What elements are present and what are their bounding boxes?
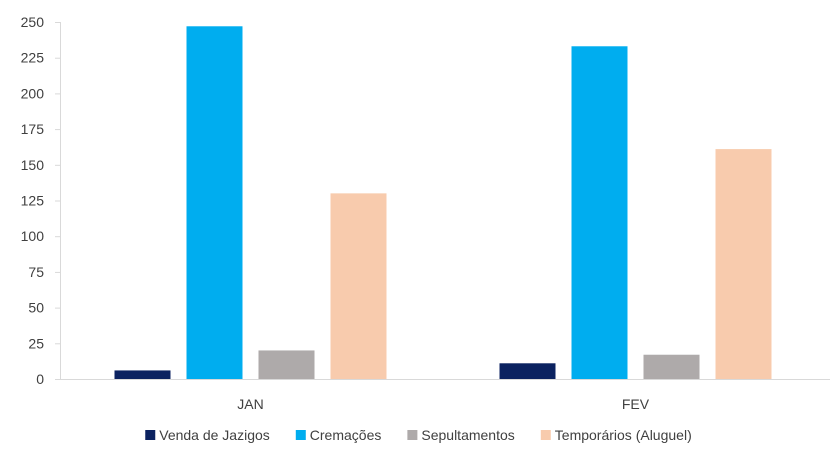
y-tick-label: 200 bbox=[21, 85, 45, 101]
x-category-label: FEV bbox=[622, 396, 650, 412]
y-tick-label: 250 bbox=[21, 14, 45, 30]
x-axis-category-labels: JAN FEV bbox=[237, 396, 649, 412]
y-tick-label: 125 bbox=[21, 193, 45, 209]
bar-tempor-rios-aluguel-fev bbox=[715, 149, 772, 379]
legend-item-venda-de-jazigos: Venda de Jazigos bbox=[145, 427, 270, 443]
y-axis-ticks bbox=[55, 22, 60, 380]
legend-swatch bbox=[407, 430, 418, 440]
y-tick-label: 50 bbox=[28, 300, 44, 316]
legend-swatch bbox=[145, 430, 156, 440]
bar-venda-de-jazigos-fev bbox=[499, 363, 556, 379]
bar-sepultamentos-fev bbox=[643, 354, 700, 379]
y-tick-label: 75 bbox=[28, 264, 44, 280]
bar-tempor-rios-aluguel-jan bbox=[330, 193, 387, 379]
legend-label: Venda de Jazigos bbox=[159, 427, 270, 443]
bar-series-group bbox=[114, 26, 772, 380]
legend-swatch bbox=[540, 430, 551, 440]
y-tick-label: 175 bbox=[21, 121, 45, 137]
y-tick-label: 150 bbox=[21, 157, 45, 173]
y-tick-label: 25 bbox=[28, 335, 44, 351]
y-tick-label: 100 bbox=[21, 228, 45, 244]
bar-crema-es-jan bbox=[186, 26, 243, 380]
bar-crema-es-fev bbox=[571, 46, 628, 379]
x-category-label: JAN bbox=[237, 396, 263, 412]
chart-legend: Venda de Jazigos Cremações Sepultamentos Te… bbox=[145, 427, 692, 443]
y-tick-label: 225 bbox=[21, 50, 45, 66]
legend-label: Cremações bbox=[310, 427, 382, 443]
y-tick-label: 0 bbox=[36, 371, 44, 387]
legend-swatch bbox=[295, 430, 306, 440]
legend-item-crema-es: Cremações bbox=[295, 427, 382, 443]
legend-label: Sepultamentos bbox=[421, 427, 514, 443]
bar-sepultamentos-jan bbox=[258, 350, 315, 379]
y-axis-tick-labels: 0 25 50 75 100 125 150 175 200 225 250 bbox=[21, 14, 45, 387]
legend-label: Temporários (Aluguel) bbox=[555, 427, 692, 443]
legend-item-sepultamentos: Sepultamentos bbox=[407, 427, 515, 443]
legend-item-tempor-rios-aluguel: Temporários (Aluguel) bbox=[540, 427, 692, 443]
bar-venda-de-jazigos-jan bbox=[114, 370, 171, 379]
